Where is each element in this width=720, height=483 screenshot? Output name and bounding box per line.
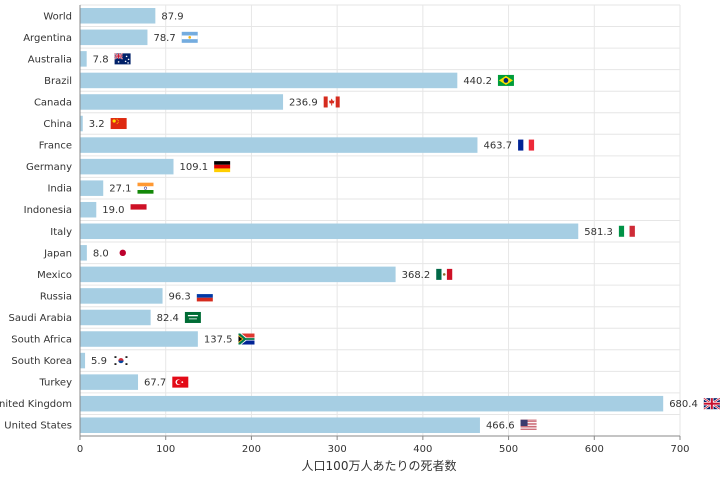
category-label: Australia: [28, 54, 72, 65]
bar: [80, 115, 83, 132]
value-label: 67.7: [144, 378, 166, 389]
category-label: Saudi Arabia: [9, 313, 72, 324]
bar: [80, 352, 86, 369]
category-label: South Korea: [11, 356, 72, 367]
x-tick-label: 400: [413, 444, 432, 455]
brazil-flag-icon: [497, 74, 514, 86]
category-label: Canada: [34, 97, 72, 108]
x-tick-label: 600: [585, 444, 604, 455]
bar: [80, 51, 87, 67]
bar: [80, 72, 458, 89]
bar: [80, 288, 163, 304]
x-tick-label: 300: [328, 444, 347, 455]
value-label: 236.9: [289, 97, 318, 108]
value-label: 368.2: [402, 270, 431, 281]
bar: [80, 309, 151, 326]
mexico-flag-icon: [436, 268, 453, 280]
value-label: 19.0: [102, 205, 124, 216]
value-label: 78.7: [153, 33, 175, 44]
value-label: 463.7: [483, 141, 512, 152]
value-label: 96.3: [169, 291, 191, 302]
value-label: 680.4: [669, 399, 698, 410]
value-label: 87.9: [161, 11, 183, 22]
value-label: 137.5: [204, 335, 233, 346]
category-label: Indonesia: [24, 205, 72, 216]
x-axis-title: 人口100万人あたりの死者数: [302, 458, 457, 473]
china-flag-icon: [110, 118, 127, 130]
category-label: China: [43, 119, 72, 130]
bar: [80, 223, 579, 240]
category-label: Japan: [43, 248, 72, 259]
united-kingdom-flag-icon: [703, 397, 720, 411]
bar: [80, 201, 97, 218]
category-label: South Africa: [11, 335, 72, 346]
bar: [80, 245, 87, 261]
value-label: 27.1: [109, 184, 131, 195]
value-label: 3.2: [89, 119, 105, 130]
category-label: Russia: [40, 291, 72, 302]
category-label: Brazil: [44, 76, 72, 87]
value-label: 440.2: [463, 76, 492, 87]
category-label: United States: [4, 421, 72, 432]
axis-layer: 0 100 200 300 400 500 600 700: [77, 5, 690, 455]
bar: [80, 331, 198, 347]
bar: [80, 395, 664, 412]
value-label: 109.1: [180, 162, 209, 173]
turkey-flag-icon: [172, 376, 189, 388]
united-states-flag-icon: [520, 419, 537, 431]
bar: [80, 266, 396, 283]
russia-flag-icon: [196, 290, 213, 302]
grid-layer: [79, 4, 681, 437]
label-layer: World 87.9 Argentina 78.7 Australia 7.8 Brazil…: [0, 11, 720, 432]
category-label: Turkey: [38, 378, 72, 389]
argentina-flag-icon: [181, 31, 198, 43]
category-label: India: [47, 184, 72, 195]
value-label: 82.4: [157, 313, 179, 324]
indonesia-flag-icon: [130, 204, 147, 216]
category-label: Mexico: [37, 270, 72, 281]
value-label: 466.6: [486, 421, 515, 432]
x-tick-label: 500: [499, 444, 518, 455]
bar: [80, 137, 478, 153]
bar: [80, 374, 139, 390]
italy-flag-icon: [618, 225, 635, 237]
category-label: France: [39, 141, 72, 152]
bar: [80, 417, 480, 433]
saudi-arabia-flag-icon: [184, 311, 201, 323]
x-tick-label: 700: [670, 444, 689, 455]
value-label: 8.0: [93, 248, 109, 259]
value-label: 5.9: [91, 356, 107, 367]
canada-flag-icon: [323, 96, 340, 108]
japan-flag-icon: [114, 247, 131, 259]
x-tick-label: 0: [77, 444, 83, 455]
germany-flag-icon: [214, 161, 231, 173]
value-label: 581.3: [584, 227, 613, 238]
x-tick-label: 100: [156, 444, 175, 455]
bar: [80, 8, 156, 24]
category-label: Italy: [50, 227, 72, 238]
bar: [80, 94, 284, 110]
bar-layer: [80, 8, 664, 433]
australia-flag-icon: [114, 52, 131, 65]
bar: [80, 180, 104, 196]
value-label: 7.8: [93, 54, 109, 65]
south-korea-flag-icon: [112, 355, 129, 367]
category-label: World: [43, 11, 72, 22]
category-label: Germany: [26, 162, 72, 173]
india-flag-icon: [137, 182, 154, 194]
bar: [80, 158, 174, 175]
france-flag-icon: [518, 139, 535, 151]
x-tick-label: 200: [242, 444, 261, 455]
south-africa-flag-icon: [238, 333, 255, 345]
bar: [80, 29, 148, 46]
category-label: United Kingdom: [0, 399, 72, 410]
category-label: Argentina: [23, 33, 72, 44]
